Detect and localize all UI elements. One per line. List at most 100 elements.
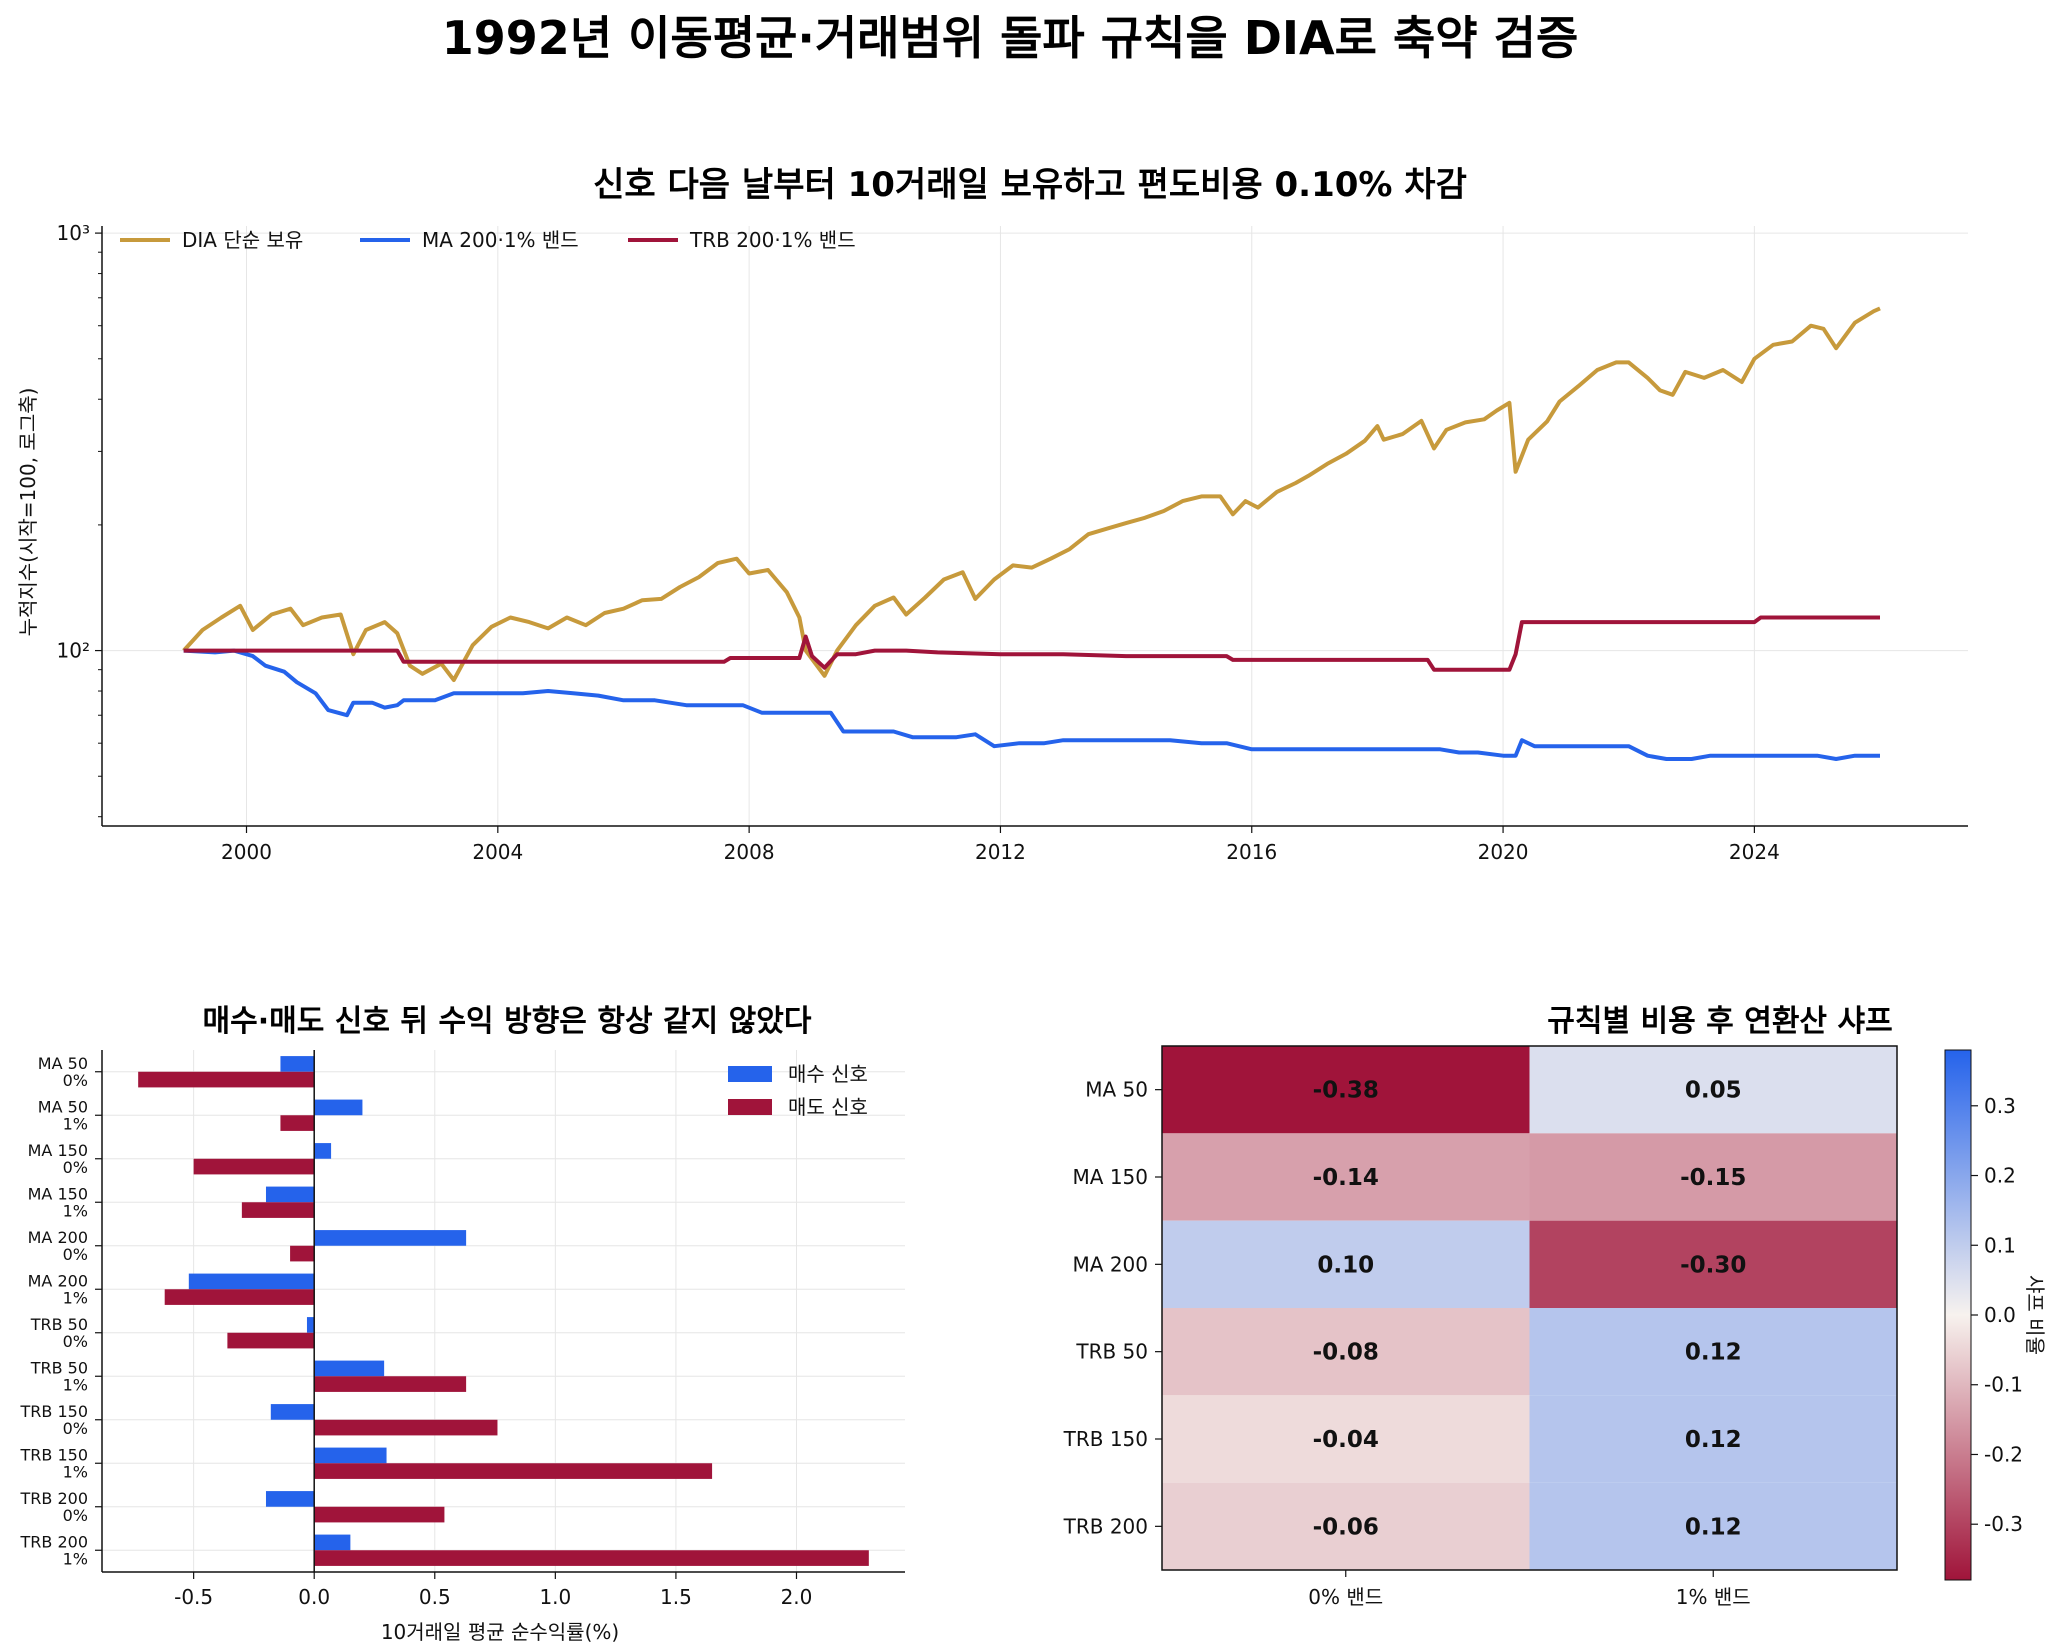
bar-chart-panel: 매수·매도 신호 뒤 수익 방향은 항상 같지 않았다 -0.5 0.0 0.5 1.… (20, 1004, 905, 1644)
y-tick-label: 0% (63, 1332, 88, 1351)
legend-label-1: 매수 신호 (788, 1062, 868, 1086)
x-tick-label: 2020 (1478, 840, 1529, 864)
bar-chart-bars (138, 1056, 869, 1566)
heatmap-cell (1529, 1133, 1897, 1221)
buy-signal-bar (280, 1056, 315, 1072)
heatmap-cell (1529, 1482, 1897, 1570)
heatmap-cell-value: 0.12 (1685, 1340, 1742, 1366)
bar-chart-title: 매수·매도 신호 뒤 수익 방향은 항상 같지 않았다 (203, 1004, 812, 1039)
x-tick-label: 1.5 (660, 1585, 692, 1609)
heatmap-cell-value: 0.10 (1317, 1252, 1374, 1278)
legend-swatch-2 (728, 1099, 772, 1115)
heatmap-cell-value: -0.38 (1313, 1078, 1379, 1104)
heatmap-cell-value: -0.30 (1680, 1252, 1746, 1278)
colorbar-label: 샤프 비율 (2023, 1275, 2047, 1355)
sell-signal-bar (290, 1245, 315, 1262)
x-tick-label: 0.0 (298, 1585, 330, 1609)
y-tick-label: TRB 150 (20, 1445, 89, 1464)
y-tick-label: MA 50 (38, 1097, 88, 1116)
bar-chart-xlabel: 10거래일 평균 순수익률(%) (381, 1620, 619, 1644)
x-tick-label: 2.0 (781, 1585, 813, 1609)
colorbar-tick-label: 0.2 (1984, 1164, 2016, 1188)
line-chart-legend: DIA 단순 보유 MA 200·1% 밴드 TRB 200·1% 밴드 (120, 228, 856, 252)
legend-label-1: DIA 단순 보유 (182, 228, 303, 252)
buy-signal-bar (270, 1404, 315, 1420)
colorbar-tick-label: -0.1 (1984, 1373, 2023, 1397)
buy-signal-bar (265, 1186, 315, 1203)
buy-signal-bar (314, 1534, 351, 1551)
y-tick-label: 1% (63, 1288, 88, 1307)
colorbar-tick-label: 0.1 (1984, 1233, 2016, 1257)
heatmap-cell-value: -0.04 (1313, 1427, 1379, 1453)
y-tick-label: 10² (57, 639, 90, 663)
y-tick-label: TRB 200 (20, 1489, 89, 1508)
line-chart-ylabel: 누적지수(시작=100, 로그축) (16, 388, 40, 637)
line-chart-title: 신호 다음 날부터 10거래일 보유하고 편도비용 0.10% 차감 (593, 165, 1467, 205)
heatmap-cell-value: -0.08 (1313, 1340, 1379, 1366)
heatmap-cell-value: 0.12 (1685, 1427, 1742, 1453)
line-chart-panel: 신호 다음 날부터 10거래일 보유하고 편도비용 0.10% 차감 2000 2… (16, 165, 1968, 864)
y-tick-label: MA 150 (28, 1184, 88, 1203)
x-tick-label: 2000 (221, 840, 272, 864)
y-tick-label: 1% (63, 1201, 88, 1220)
buy-signal-bar (314, 1447, 387, 1464)
y-tick-label: MA 200 (28, 1271, 88, 1290)
heatmap-cell-value: -0.15 (1680, 1165, 1746, 1191)
colorbar-tick-label: 0.0 (1984, 1303, 2016, 1327)
colorbar-gradient (1944, 1049, 1972, 1581)
bar-chart-axes: -0.5 0.0 0.5 1.0 1.5 2.0MA 500%MA 501%MA 1500… (20, 1050, 905, 1609)
heatmap-cell (1529, 1308, 1897, 1396)
heatmap-cell (1529, 1395, 1897, 1483)
row-label: TRB 150 (1063, 1427, 1148, 1451)
y-tick-label: TRB 200 (20, 1532, 89, 1551)
buy-signal-bar (314, 1143, 332, 1159)
heatmap-axes: MA 50 MA 150 MA 200 TRB 50 TRB 150 TRB 200 0% … (1063, 1045, 1898, 1609)
y-tick-label: 0% (63, 1071, 88, 1090)
heatmap-panel: 규칙별 비용 후 연환산 샤프 -0.38 0.05-0.14 -0.150.10-… (1063, 1004, 2047, 1609)
row-label: MA 200 (1073, 1252, 1148, 1276)
sell-signal-bar (164, 1289, 315, 1305)
x-tick-label: 2024 (1729, 840, 1780, 864)
y-tick-label: 1% (63, 1549, 88, 1568)
buy-signal-bar (188, 1273, 315, 1290)
heatmap-cell (1529, 1220, 1897, 1308)
heatmap-cell (1162, 1482, 1530, 1570)
y-tick-label: MA 150 (28, 1141, 88, 1160)
x-tick-label: 2016 (1226, 840, 1277, 864)
sell-signal-bar (314, 1463, 713, 1479)
y-tick-label: MA 200 (28, 1228, 88, 1247)
row-label: MA 150 (1073, 1165, 1148, 1189)
line-chart-grid (102, 226, 1968, 826)
row-label: TRB 50 (1075, 1340, 1148, 1364)
buy-signal-bar (265, 1491, 315, 1507)
y-tick-label: 1% (63, 1114, 88, 1133)
heatmap-cell-value: -0.06 (1313, 1514, 1379, 1540)
y-tick-label: 0% (63, 1158, 88, 1177)
heatmap-frame (1161, 1045, 1898, 1571)
x-tick-label: 1.0 (539, 1585, 571, 1609)
colorbar-tick-label: -0.2 (1984, 1442, 2023, 1466)
heatmap-cell-value: 0.12 (1685, 1514, 1742, 1540)
y-tick-label: 1% (63, 1375, 88, 1394)
buy-signal-bar (314, 1230, 467, 1246)
sell-signal-bar (314, 1376, 467, 1392)
heatmap-cell (1162, 1133, 1530, 1221)
sell-signal-bar (227, 1332, 315, 1349)
legend-label-3: TRB 200·1% 밴드 (689, 228, 856, 252)
x-tick-label: 0.5 (419, 1585, 451, 1609)
series-line-1 (182, 306, 1881, 682)
column-label: 1% 밴드 (1676, 1585, 1751, 1609)
y-tick-label: 1% (63, 1462, 88, 1481)
x-tick-label: 2008 (724, 840, 775, 864)
heatmap-cell (1162, 1308, 1530, 1396)
heatmap-cells: -0.38 0.05 -0.14 -0.15 0.10 -0.30 -0.08 0.12 -0.… (1162, 1046, 1897, 1570)
heatmap-colorbar: 0.3 0.2 0.1 0.0 -0.1 -0.2 -0.3 (1944, 1049, 2023, 1581)
column-label: 0% 밴드 (1308, 1585, 1383, 1609)
sell-signal-bar (314, 1550, 869, 1566)
heatmap-cell (1162, 1220, 1530, 1308)
x-tick-label: 2012 (975, 840, 1026, 864)
heatmap-cell-value: -0.14 (1313, 1165, 1379, 1191)
y-tick-label: MA 50 (38, 1054, 88, 1073)
